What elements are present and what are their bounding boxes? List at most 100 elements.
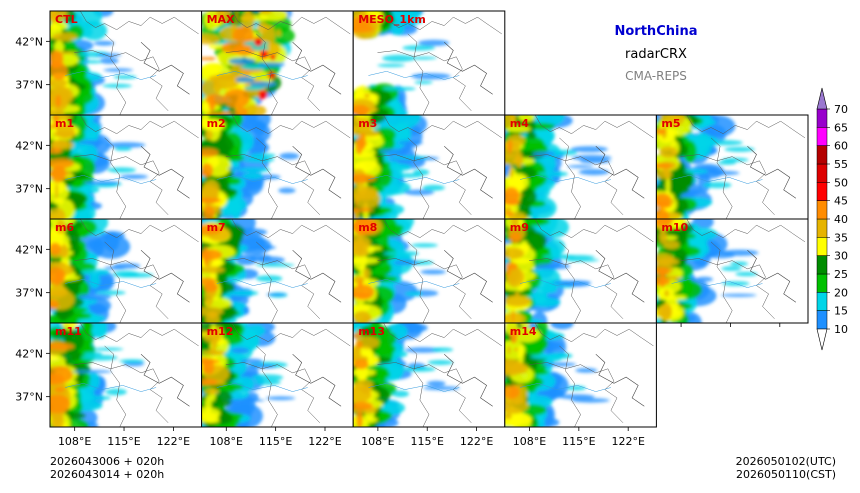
x-tick-label: 122°E	[308, 435, 341, 448]
map-boundaries	[671, 115, 806, 219]
map-boundaries	[368, 219, 502, 323]
radar-field	[201, 115, 300, 219]
panel-label-m9: m9	[510, 221, 529, 234]
axes: 42°N 37°N 42°N 37°N 42°N 37°N 42°N 37°N 108°E 115…	[15, 35, 781, 448]
panel-label-m2: m2	[207, 117, 226, 130]
map-boundaries	[216, 323, 351, 427]
x-tick-label: 115°E	[107, 435, 140, 448]
init-time-1: 2026043006 + 020h	[50, 455, 164, 468]
x-tick-label: 115°E	[259, 435, 292, 448]
panel-label-m13: m13	[358, 325, 385, 338]
colorbar-segment	[816, 108, 828, 128]
panel-m3: m3	[352, 114, 506, 220]
map-boundaries	[216, 115, 351, 219]
y-tick-label: 37°N	[15, 79, 43, 92]
panel-label-m8: m8	[358, 221, 377, 234]
panel-label-m1: m1	[55, 117, 74, 130]
colorbar-label: 20	[834, 286, 848, 299]
y-tick-label: 37°N	[15, 287, 43, 300]
map-boundaries	[368, 115, 502, 219]
panel-ctl: CTL	[49, 10, 203, 116]
colorbar-segment	[816, 163, 828, 183]
panel-m5: m5	[655, 114, 809, 220]
radar-field	[656, 115, 755, 219]
panel-max: MAX	[201, 10, 354, 116]
x-tick-label: 122°E	[611, 435, 644, 448]
y-tick-label: 42°N	[15, 347, 43, 360]
panel-m7: m7	[201, 218, 354, 324]
radar-field	[504, 115, 612, 219]
y-tick-label: 37°N	[15, 391, 43, 404]
colorbar-label: 60	[834, 140, 848, 153]
x-tick-label: 115°E	[411, 435, 444, 448]
panel-label-m5: m5	[661, 117, 680, 130]
variable-label: radarCRX	[625, 47, 687, 62]
radar-field	[353, 323, 460, 427]
panel-label-max: MAX	[207, 13, 235, 26]
map-boundaries	[65, 323, 199, 427]
radar-field	[504, 219, 600, 323]
map-boundaries	[519, 115, 654, 219]
panel-m9: m9	[504, 218, 657, 324]
colorbar-label: 10	[834, 323, 848, 336]
panel-m13: m13	[352, 322, 506, 428]
x-tick-label: 122°E	[157, 435, 190, 448]
panel-m11: m11	[49, 322, 203, 428]
colorbar-label: 55	[834, 158, 848, 171]
panel-label-ctl: CTL	[55, 13, 78, 26]
panels: CTL MAX MESO_1km m1 m2 m3 m4 m5 m6 m7 m8 m9 m10 m11 m1…	[49, 10, 809, 428]
radar-field	[353, 219, 446, 323]
panel-label-meso-1km: MESO_1km	[358, 13, 426, 26]
colorbar-label: 65	[834, 121, 848, 134]
y-tick-label: 42°N	[15, 139, 43, 152]
radar-field	[201, 323, 296, 427]
init-time-2: 2026043014 + 020h	[50, 468, 164, 481]
colorbar-segment	[816, 218, 828, 238]
map-boundaries	[216, 219, 351, 323]
radar-field	[201, 11, 295, 115]
map-boundaries	[368, 323, 502, 427]
colorbar-segment	[816, 127, 828, 146]
panel-label-m4: m4	[510, 117, 529, 130]
map-boundaries	[671, 219, 806, 323]
colorbar-label: 45	[834, 195, 848, 208]
colorbar-label: 70	[834, 103, 848, 116]
colorbar-label: 35	[834, 231, 848, 244]
x-tick-label: 122°E	[460, 435, 493, 448]
panel-meso-1km: MESO_1km	[352, 10, 506, 116]
colorbar-extend-max	[816, 87, 828, 110]
panel-label-m6: m6	[55, 221, 74, 234]
colorbar-segment	[816, 310, 828, 330]
x-tick-label: 108°E	[210, 435, 243, 448]
panel-label-m10: m10	[661, 221, 688, 234]
colorbar-segment	[816, 255, 828, 275]
panel-m1: m1	[49, 114, 203, 220]
radar-field	[656, 219, 759, 323]
colorbar-label: 50	[834, 176, 848, 189]
radar-field	[201, 219, 295, 323]
panel-m8: m8	[352, 218, 506, 324]
panel-m4: m4	[504, 114, 657, 220]
radar-field	[50, 11, 137, 115]
colorbar-label: 30	[834, 250, 848, 263]
x-tick-label: 108°E	[58, 435, 91, 448]
colorbar-segment	[816, 273, 828, 293]
y-tick-label: 37°N	[15, 183, 43, 196]
map-boundaries	[65, 11, 199, 115]
map-boundaries	[519, 219, 654, 323]
radar-field	[353, 115, 445, 219]
panel-label-m14: m14	[510, 325, 537, 338]
colorbar-segment	[816, 145, 828, 165]
colorbar-extend-min	[816, 328, 828, 351]
radar-field	[353, 11, 451, 115]
chart-title: NorthChina	[615, 24, 698, 39]
panel-m10: m10	[655, 218, 809, 324]
valid-time-utc: 2026050102(UTC)	[736, 455, 836, 468]
x-tick-label: 108°E	[361, 435, 394, 448]
radar-field	[50, 115, 148, 219]
panel-label-m7: m7	[207, 221, 226, 234]
map-boundaries	[519, 323, 654, 427]
y-tick-label: 42°N	[15, 35, 43, 48]
panel-label-m11: m11	[55, 325, 82, 338]
map-boundaries	[65, 219, 199, 323]
